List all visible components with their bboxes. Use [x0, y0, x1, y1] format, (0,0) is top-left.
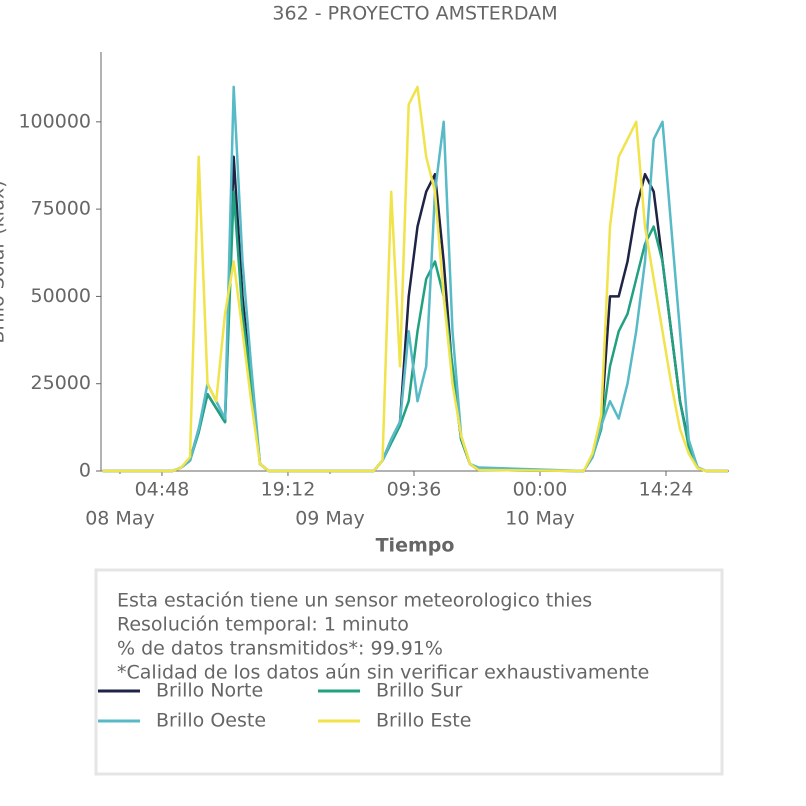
x-tick-label: 14:24 — [639, 479, 694, 501]
chart-title: 362 - PROYECTO AMSTERDAM — [272, 3, 557, 25]
legend-label: Brillo Oeste — [156, 710, 266, 732]
y-tick-label: 25000 — [31, 372, 91, 394]
info-line: Resolución temporal: 1 minuto — [117, 614, 409, 636]
x-axis-label: Tiempo — [376, 535, 455, 557]
info-line: Esta estación tiene un sensor meteorolog… — [117, 590, 592, 612]
series-line — [102, 190, 729, 473]
y-tick-label: 100000 — [18, 110, 91, 132]
x-tick-label: 19:12 — [261, 479, 316, 501]
y-axis-label: Brillo Solar (klux) — [0, 180, 9, 343]
y-tick-label: 0 — [79, 460, 91, 482]
legend-label: Brillo Sur — [376, 680, 462, 702]
info-box — [94, 568, 724, 776]
y-tick-label: 50000 — [31, 285, 91, 307]
legend-label: Brillo Norte — [156, 680, 263, 702]
legend-label: Brillo Este — [376, 710, 471, 732]
x-tick-label: 04:48 — [135, 479, 190, 501]
x-minor-tick-label: 08 May — [85, 508, 155, 530]
y-tick-label: 75000 — [31, 198, 91, 220]
x-minor-tick-label: 09 May — [295, 508, 365, 530]
x-tick-label: 00:00 — [513, 479, 568, 501]
x-minor-tick-label: 10 May — [505, 508, 575, 530]
info-line: *Calidad de los datos aún sin verificar … — [117, 662, 649, 684]
series-line — [102, 85, 729, 473]
series-line — [102, 85, 729, 473]
x-tick-label: 09:36 — [387, 479, 442, 501]
info-line: % de datos transmitidos*: 99.91% — [117, 638, 443, 660]
